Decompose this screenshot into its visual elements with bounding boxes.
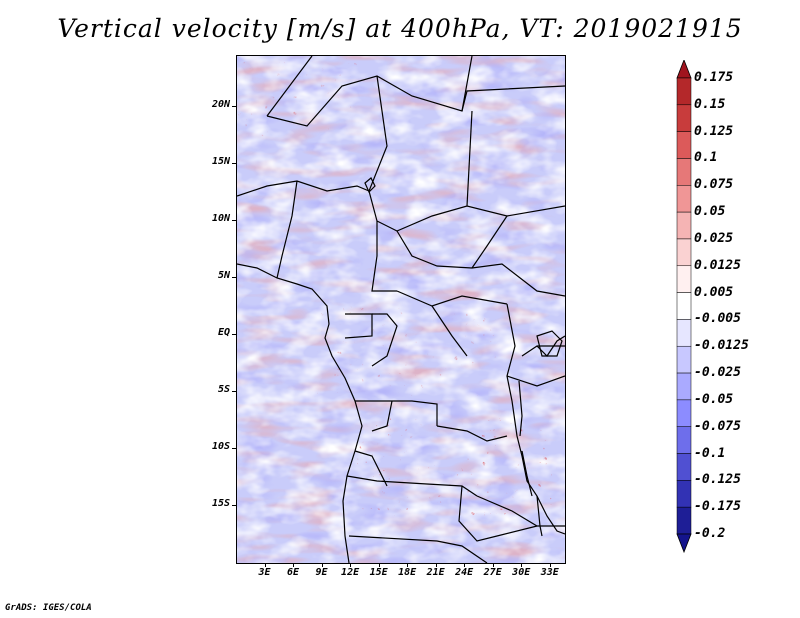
lon-tick-mark [435,563,437,567]
colorbar-level-label: -0.0125 [694,338,749,354]
lat-tick-label: EQ [217,327,230,339]
colorbar-segment [676,265,692,293]
lon-tick-mark [293,563,295,567]
lon-tick-mark [264,563,266,567]
lon-tick-mark [492,563,494,567]
chart-title: Vertical velocity [m/s] at 400hPa, VT: 2… [57,14,743,43]
colorbar-segment [676,426,692,454]
lat-tick-mark [232,163,236,165]
colorbar-level-label: -0.05 [694,391,734,407]
colorbar-segment [676,372,692,401]
lat-tick-label: 15S [211,498,230,510]
lon-tick-label: 18E [398,567,417,578]
colorbar-level-label: 0.1 [694,150,718,166]
lon-tick-mark [407,563,409,567]
colorbar-level-label: 0.15 [694,96,726,112]
map-plot-area [236,55,566,564]
lon-tick-label: 24E [455,567,474,578]
lat-tick-label: 5N [217,270,230,282]
colorbar-level-label: -0.2 [694,526,726,541]
colorbar-segment [676,292,692,320]
colorbar-level-label: 0.05 [694,204,726,220]
lon-tick-mark [464,563,466,567]
colorbar-segment [676,480,692,508]
colorbar-segment [676,77,692,106]
lon-tick-label: 3E [258,567,271,578]
colorbar-level-label: 0.005 [694,284,734,300]
colorbar-segment [676,506,692,535]
colorbar-segment [676,345,692,374]
colorbar-segment [676,238,692,267]
colorbar-segment [676,104,692,132]
colorbar-level-label: 0.075 [694,177,734,193]
lon-tick-mark [521,563,523,567]
colorbar-min-arrow [676,533,692,554]
colorbar-segment [676,319,692,347]
lat-tick-mark [232,448,236,450]
colorbar-level-label: -0.025 [694,365,741,381]
lat-tick-label: 20N [211,99,230,111]
lon-tick-mark [549,563,551,567]
colorbar-segment [676,211,692,240]
lon-tick-mark [378,563,380,567]
colorbar-level-label: -0.005 [694,311,741,327]
lon-tick-label: 27E [483,567,502,578]
colorbar-level-label: -0.1 [694,445,726,461]
colorbar-level-label: 0.0125 [694,257,741,273]
colorbar-level-label: -0.075 [694,418,741,434]
lat-tick-mark [232,334,236,336]
lon-tick-label: 21E [426,567,445,578]
lat-tick-mark [232,106,236,108]
colorbar-level-label: -0.125 [694,472,741,488]
colorbar-segment [676,158,692,186]
lat-tick-label: 5S [217,384,230,396]
lon-tick-label: 33E [540,567,559,578]
country-borders [237,56,565,563]
colorbar-segment [676,131,692,159]
lat-tick-mark [232,505,236,507]
lon-tick-label: 15E [369,567,388,578]
colorbar-level-label: 0.025 [694,230,734,246]
colorbar-segment [676,453,692,481]
colorbar-level-label: 0.125 [694,123,734,139]
colorbar-level-label: -0.175 [694,499,741,515]
lon-tick-mark [350,563,352,567]
lat-tick-label: 15N [211,156,230,168]
colorbar-segment [676,185,692,213]
velocity-field [237,56,565,563]
lat-tick-label: 10N [211,213,230,225]
colorbar-level-label: 0.175 [694,70,734,85]
colorbar [676,60,692,554]
colorbar-segment [676,399,692,427]
lon-tick-label: 30E [512,567,531,578]
lon-tick-label: 9E [315,567,328,578]
lon-tick-label: 12E [341,567,360,578]
lat-tick-mark [232,391,236,393]
colorbar-max-arrow [676,60,692,79]
lat-tick-label: 10S [211,441,230,453]
lat-tick-mark [232,277,236,279]
lon-tick-label: 6E [287,567,300,578]
lat-tick-mark [232,220,236,222]
grads-credit: GrADS: IGES/COLA [5,603,92,613]
lon-tick-mark [321,563,323,567]
